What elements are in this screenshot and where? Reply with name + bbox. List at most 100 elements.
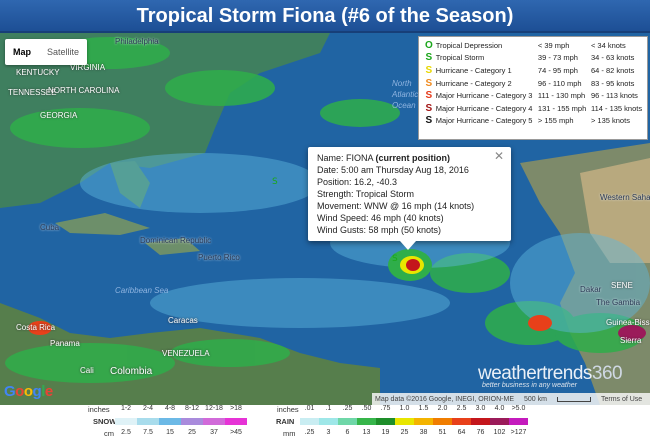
close-icon[interactable]: ✕ — [493, 149, 504, 163]
legend-row: S Major Hurricane - Category 3 111 - 130 m… — [422, 89, 644, 102]
rain-mm-value: 102 — [493, 429, 506, 436]
legend-row: S Tropical Storm 39 - 73 mph 34 - 63 knots — [422, 52, 644, 65]
map-type-satellite-button[interactable]: Satellite — [47, 47, 80, 57]
weathertrends-tagline: better business in any weather — [482, 382, 577, 389]
snow-color-swatch — [137, 418, 159, 425]
map-type-map-button[interactable]: Map — [13, 47, 31, 57]
legend-symbol-icon: S — [425, 64, 433, 76]
storm-info-popup: ✕ Name: FIONA (current position) Date: 5… — [308, 147, 511, 250]
place-sierra: Sierra — [620, 336, 642, 345]
place-tennessee: TENNESSEE — [8, 88, 57, 97]
rain-mm-value: 51 — [438, 429, 447, 436]
legend-category: Hurricane - Category 2 — [435, 78, 512, 88]
rain-inches-value: .50 — [361, 405, 372, 412]
map-attribution: Map data ©2016 Google, INEGI, ORION-ME 5… — [372, 393, 650, 405]
legend-symbol-icon: S — [425, 115, 433, 127]
google-logo-letter: e — [44, 383, 53, 400]
rain-color-swatch — [509, 418, 528, 425]
legend-knots: 96 - 113 knots — [590, 91, 638, 101]
snow-inches-value: 12-18 — [205, 405, 223, 412]
place-costa-rica: Costa Rica — [16, 323, 56, 332]
rain-color-swatch — [376, 418, 395, 425]
snow-cm-value: 2.5 — [121, 429, 131, 436]
storm-legend: O Tropical Depression < 39 mph < 34 knots S T… — [418, 36, 648, 140]
legend-symbol-icon: S — [425, 52, 433, 64]
place-north-carolina: NORTH CAROLINA — [48, 86, 120, 95]
popup-name: Name: FIONA (current position) — [317, 153, 451, 163]
snow-color-swatch — [225, 418, 247, 425]
popup-movement: Movement: WNW @ 16 mph (14 knots) — [317, 201, 475, 211]
map-data-credit: Map data ©2016 Google, INEGI, ORION-ME — [375, 395, 514, 403]
legend-mph: > 155 mph — [537, 116, 574, 126]
legend-category: Hurricane - Category 1 — [435, 65, 512, 75]
place-caribbean-sea: Caribbean Sea — [115, 286, 169, 295]
legend-symbol-icon: O — [424, 39, 433, 51]
rain-mm-value: 3 — [326, 429, 331, 436]
legend-mph: 111 - 130 mph — [537, 91, 586, 101]
place-western-sahara: Western Sahara — [600, 193, 650, 202]
legend-category: Major Hurricane - Category 5 — [435, 116, 533, 126]
place-dominican-republic: Dominican Republic — [140, 236, 212, 245]
popup-position: Position: 16.2, -40.3 — [317, 177, 398, 187]
rain-inches-value: 2.5 — [456, 405, 467, 412]
snow-cm-value: 15 — [166, 429, 174, 436]
place-venezuela: VENEZUELA — [162, 349, 210, 358]
place-cuba: Cuba — [40, 223, 60, 232]
legend-category: Major Hurricane - Category 4 — [435, 103, 533, 113]
google-logo-letter: o — [15, 383, 24, 400]
place-puerto-rico: Puerto Rico — [198, 253, 240, 262]
rain-color-bar — [300, 418, 528, 425]
rain-mm-value: 76 — [476, 429, 485, 436]
snow-inches-label: inches — [88, 405, 110, 414]
snow-cm-value: >45 — [230, 429, 242, 436]
rain-inches-value: 3.0 — [475, 405, 486, 412]
popup-wind-speed: Wind Speed: 46 mph (40 knots) — [317, 213, 444, 223]
legend-symbol-icon: S — [425, 90, 433, 102]
snow-cm-label: cm — [104, 429, 114, 438]
place-caracas: Caracas — [168, 316, 198, 325]
place-panama: Panama — [50, 339, 80, 348]
popup-wind-gusts: Wind Gusts: 58 mph (50 knots) — [317, 225, 442, 235]
map-type-control: Map Satellite — [5, 39, 88, 65]
snow-inches-value: >18 — [230, 405, 242, 412]
rain-mm-value: 38 — [419, 429, 428, 436]
rain-mm-label: mm — [283, 429, 296, 438]
rain-color-swatch — [452, 418, 471, 425]
rain-color-swatch — [414, 418, 433, 425]
snow-cm-value: 7.5 — [143, 429, 153, 436]
legend-row: O Tropical Depression < 39 mph < 34 knots — [422, 39, 644, 52]
legend-mph: 74 - 95 mph — [537, 65, 578, 75]
place-colombia: Colombia — [110, 366, 153, 377]
rain-mm-value: 19 — [381, 429, 390, 436]
rain-inches-value: 2.0 — [437, 405, 448, 412]
google-logo-letter: G — [4, 383, 16, 400]
place-senegal: SENE — [611, 281, 633, 290]
popup-date: Date: 5:00 am Thursday Aug 18, 2016 — [317, 165, 469, 175]
map-canvas[interactable]: S S Philadelphia KENTUCKY VIRGINIA TENNE… — [0, 33, 650, 405]
legend-row: S Major Hurricane - Category 5 > 155 mph > … — [422, 115, 644, 128]
snow-color-swatch — [181, 418, 203, 425]
place-north-atlantic: North Atlantic Ocean — [392, 79, 419, 110]
rain-mm-value: 6 — [345, 429, 350, 436]
rain-color-swatch — [300, 418, 319, 425]
legend-mph: < 39 mph — [537, 40, 570, 50]
rain-inches-value: 1.0 — [399, 405, 410, 412]
legend-knots: 34 - 63 knots — [590, 53, 635, 63]
rain-title: RAIN — [276, 417, 295, 426]
place-kentucky: KENTUCKY — [16, 68, 60, 77]
weathertrends-logo: weathertrends360 — [478, 363, 623, 384]
snow-color-bar — [115, 418, 247, 425]
google-logo[interactable]: Google — [4, 383, 53, 400]
snow-inches-value: 2-4 — [142, 405, 154, 412]
snow-inches-value: 8-12 — [184, 405, 199, 412]
terms-of-use-link[interactable]: Terms of Use — [600, 395, 643, 403]
popup-strength: Strength: Tropical Storm — [317, 189, 415, 199]
rain-color-swatch — [471, 418, 490, 425]
place-dakar: Dakar — [580, 285, 602, 294]
rain-color-swatch — [338, 418, 357, 425]
rain-inches-value: .25 — [342, 405, 353, 412]
rain-inches-value: .01 — [304, 405, 315, 412]
snow-title: SNOW — [93, 417, 117, 426]
rain-color-swatch — [319, 418, 338, 425]
legend-mph: 131 - 155 mph — [537, 103, 587, 113]
